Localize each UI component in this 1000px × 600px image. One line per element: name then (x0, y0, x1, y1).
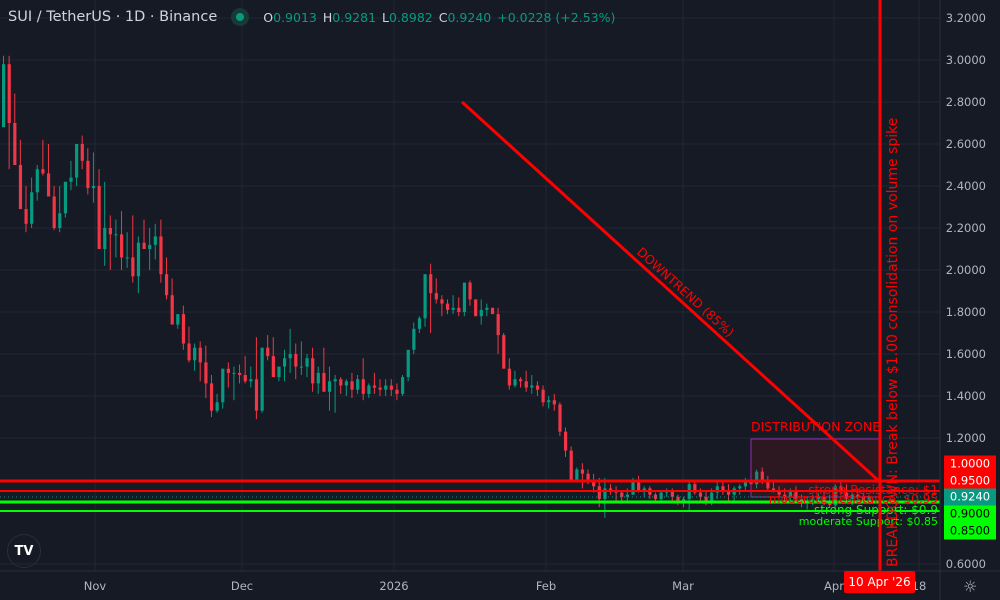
price-tick-label: 2.8000 (945, 95, 986, 109)
price-tick-label: 1.8000 (945, 305, 986, 319)
downtrend-line[interactable] (460, 100, 882, 484)
price-tick-label: 0.6000 (945, 557, 986, 571)
price-tag: 0.8500 (944, 522, 996, 540)
breakdown-label: BREAKDOWN: Break below $1.00 consolidati… (885, 118, 901, 567)
time-tick-label: 2026 (379, 579, 409, 593)
price-tick-label: 2.4000 (945, 179, 986, 193)
tradingview-logo-icon[interactable]: TV (7, 534, 41, 568)
price-tick-label: 1.4000 (945, 389, 986, 403)
ohlc-values: O0.9013 H0.9281 L0.8982 C0.9240 +0.0228 … (263, 10, 615, 25)
price-tick-label: 3.2000 (945, 11, 986, 25)
time-tick-label: Mar (672, 579, 694, 593)
chart-grid (0, 0, 940, 571)
price-tag: 0.9000 (944, 505, 996, 523)
change-value: +0.0228 (+2.53%) (497, 9, 616, 25)
price-tick-label: 2.2000 (945, 221, 986, 235)
downtrend-label: DOWNTREND (85%) (634, 244, 737, 340)
price-tick-label: 2.0000 (945, 263, 986, 277)
open-value: 0.9013 (273, 9, 317, 25)
close-label: C (438, 9, 448, 25)
symbol-title[interactable]: SUI / TetherUS · 1D · Binance (8, 9, 218, 25)
price-tag: 0.9500 (944, 472, 996, 490)
high-label: H (322, 9, 333, 25)
low-label: L (382, 9, 389, 25)
time-tick-label: Feb (535, 579, 557, 593)
time-tick-label: Apr (824, 579, 844, 593)
candlesticks (2, 55, 871, 518)
time-tick-label: Nov (83, 579, 107, 593)
price-tag: 0.9240 (944, 488, 996, 506)
price-tag: 1.0000 (944, 455, 996, 473)
moderate-support-label: moderate Support: $0.85 (799, 515, 938, 528)
time-tick-label: 18 (911, 579, 927, 593)
open-label: O (263, 9, 274, 25)
price-tick-label: 2.6000 (945, 137, 986, 151)
strong-support-label: strong Support: $0.9 (814, 503, 938, 517)
moderate-resistance-label: moderate Resistance: $0.95 (769, 492, 938, 506)
time-tick-label: Dec (230, 579, 254, 593)
distribution-zone-rect[interactable] (750, 438, 881, 498)
market-status-icon (231, 8, 250, 26)
close-value: 0.9240 (447, 9, 492, 25)
strong-resistance-label: strong Resistance: $1 (808, 483, 938, 497)
settings-gear-icon[interactable]: ☼ (963, 577, 978, 596)
chart-legend: SUI / TetherUS · 1D · Binance O0.9013 H0… (8, 6, 615, 28)
crosshair-date-label: 10 Apr '26 (844, 571, 915, 593)
price-tick-label: 3.0000 (945, 53, 986, 67)
price-tick-label: 1.6000 (945, 347, 986, 361)
high-value: 0.9281 (332, 9, 377, 25)
distribution-zone-label: DISTRIBUTION ZONE (751, 419, 880, 434)
low-value: 0.8982 (389, 9, 433, 25)
price-tick-label: 1.2000 (945, 431, 986, 445)
